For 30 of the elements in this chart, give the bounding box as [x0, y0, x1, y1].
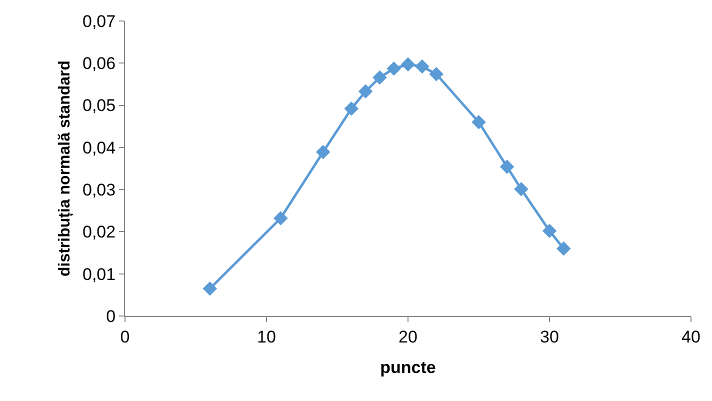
x-tick-label: 0 — [120, 327, 130, 346]
point — [500, 160, 514, 174]
point — [344, 102, 359, 116]
point — [415, 59, 430, 74]
x-axis-title: puncte — [380, 358, 436, 377]
point — [202, 281, 218, 296]
point — [542, 224, 557, 238]
point — [372, 70, 387, 85]
y-tick-label: 0,04 — [82, 138, 116, 158]
y-tick-label: 0,02 — [82, 222, 116, 242]
y-axis-title: distribuția normală standard — [56, 60, 74, 277]
point — [358, 84, 373, 99]
point — [472, 114, 486, 130]
y-tick-label: 0,05 — [82, 96, 116, 116]
y-tick-label: 0,03 — [82, 180, 116, 200]
point — [274, 211, 288, 226]
y-tick-label: 0,01 — [82, 264, 116, 284]
x-tick-label: 30 — [540, 327, 559, 346]
point — [514, 182, 528, 196]
y-tick-label: 0,06 — [82, 54, 116, 74]
point — [400, 57, 416, 72]
point — [316, 144, 330, 160]
x-tick-label: 10 — [257, 327, 276, 346]
point — [386, 61, 401, 76]
point — [429, 66, 444, 82]
x-tick-label: 20 — [398, 327, 418, 346]
y-tick-label: 0 — [106, 306, 116, 326]
y-tick-label: 0,07 — [82, 12, 116, 31]
point — [556, 241, 571, 256]
x-tick-label: 40 — [682, 327, 700, 346]
